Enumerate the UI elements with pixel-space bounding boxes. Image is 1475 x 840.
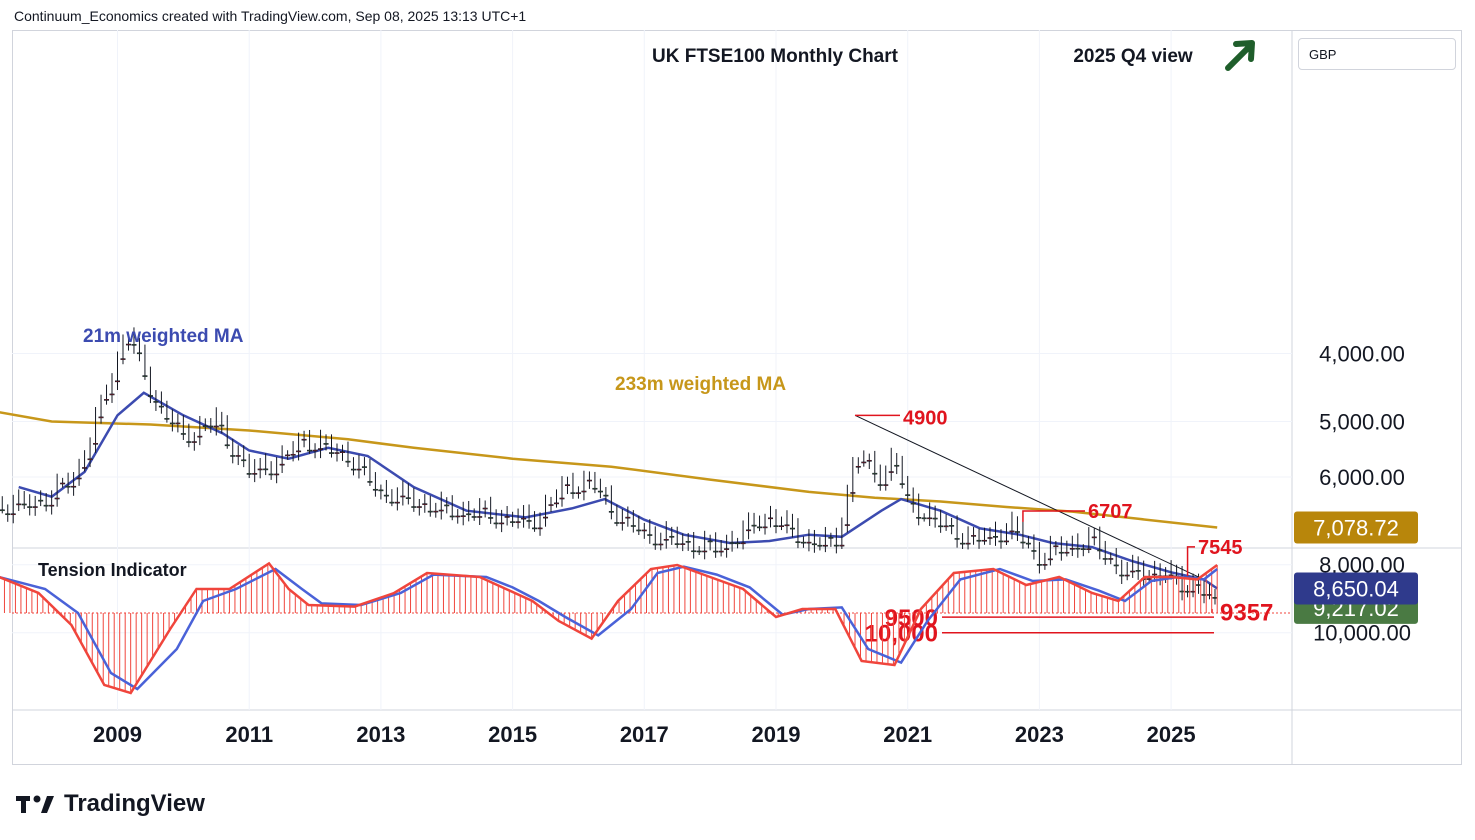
candle-body — [5, 513, 11, 516]
chart-frame — [12, 30, 1462, 765]
candle-body — [0, 509, 5, 512]
tradingview-logo[interactable]: TradingView — [16, 790, 205, 818]
currency-selector[interactable]: GBP — [1298, 38, 1456, 70]
tradingview-logo-text: TradingView — [64, 790, 205, 817]
tradingview-logo-icon — [16, 795, 54, 813]
chart-attribution: Continuum_Economics created with Trading… — [14, 8, 527, 24]
